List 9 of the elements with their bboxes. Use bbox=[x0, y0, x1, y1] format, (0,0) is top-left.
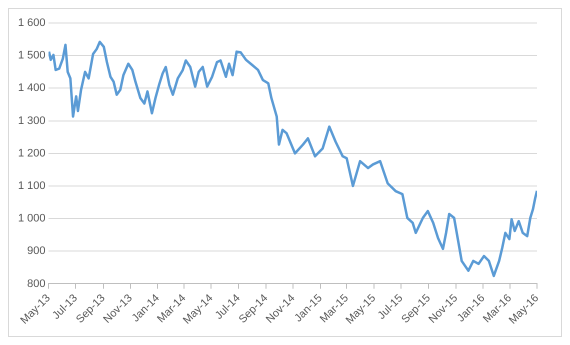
y-tick-label: 1 300 bbox=[18, 114, 46, 127]
y-tick-label: 900 bbox=[27, 245, 46, 258]
y-tick-label: 1 500 bbox=[18, 50, 46, 62]
y-tick-label: 1 600 bbox=[18, 17, 46, 30]
y-tick-label: 1 100 bbox=[18, 180, 46, 192]
y-tick-label: 1 400 bbox=[18, 82, 46, 94]
y-tick-label: 800 bbox=[27, 278, 46, 290]
y-tick-label: 1 000 bbox=[18, 212, 46, 225]
y-tick-label: 1 200 bbox=[18, 147, 46, 160]
